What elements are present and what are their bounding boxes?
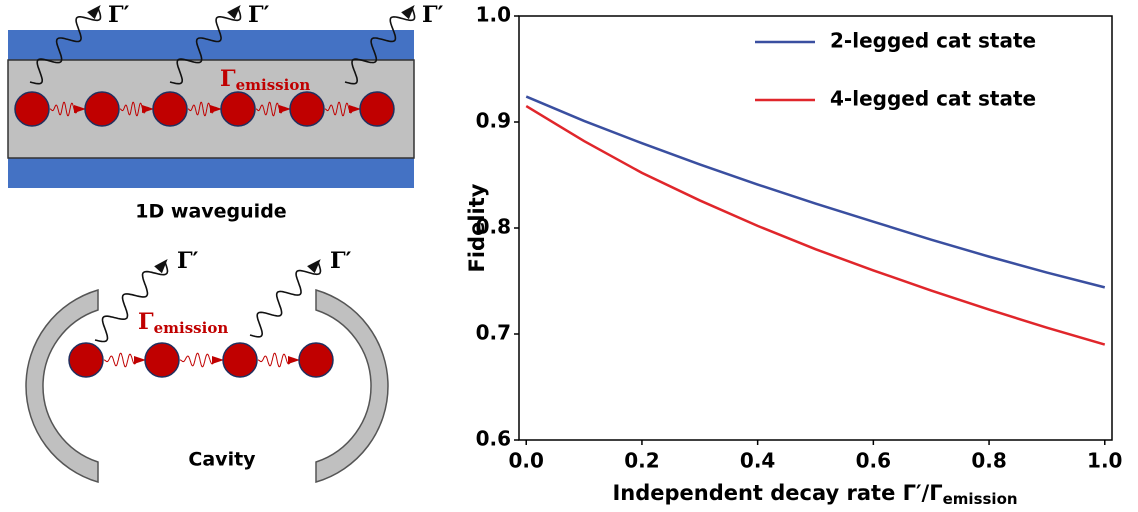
- emission-subscript: emission: [154, 319, 229, 337]
- series-line: [525, 95, 1106, 289]
- x-tick-label: 1.0: [1087, 449, 1122, 473]
- cavity-caption: Cavity: [188, 449, 256, 471]
- arrowhead: [154, 259, 168, 274]
- decay-label: Γ′: [330, 248, 352, 274]
- arrowhead: [227, 5, 241, 20]
- emission-symbol: Γ: [138, 309, 154, 335]
- decay-label: Γ′: [177, 248, 199, 274]
- x-tick-label: 0.4: [740, 449, 775, 473]
- atom: [359, 91, 395, 127]
- atom: [289, 91, 325, 127]
- x-tick-label: 0.6: [856, 449, 891, 473]
- arrowhead: [142, 105, 154, 113]
- x-axis-label-subscript: emission: [943, 490, 1018, 508]
- arrowhead: [210, 105, 222, 113]
- arrowhead: [288, 356, 300, 364]
- emission-symbol: Γ: [220, 66, 236, 92]
- cavity-mirror: [315, 288, 389, 484]
- arrowhead: [279, 105, 291, 113]
- arrowhead: [307, 259, 321, 274]
- atom: [14, 91, 50, 127]
- cavity-mirror: [25, 288, 99, 484]
- atom: [144, 342, 180, 378]
- emission-subscript: emission: [236, 76, 311, 94]
- emission-label: Γemission: [138, 309, 228, 337]
- arrowhead: [401, 5, 415, 20]
- y-axis-label: Fidelity: [465, 183, 489, 272]
- y-tick-label: 0.8: [476, 215, 511, 239]
- atom: [84, 91, 120, 127]
- atom: [152, 91, 188, 127]
- decay-label: Γ′: [248, 2, 270, 28]
- wiggle: [94, 261, 169, 343]
- atom: [222, 342, 258, 378]
- arrowhead: [74, 105, 86, 113]
- emission-label: Γemission: [220, 66, 310, 94]
- wiggle: [169, 7, 242, 85]
- x-tick-label: 0.8: [971, 449, 1006, 473]
- x-tick-label: 0.2: [624, 449, 659, 473]
- legend-label: 2-legged cat state: [830, 29, 1036, 53]
- arrowhead: [212, 356, 224, 364]
- atom: [68, 342, 104, 378]
- y-tick-label: 0.7: [476, 321, 511, 345]
- x-axis-label: Independent decay rate Γ′/Γemission: [612, 481, 1017, 508]
- decay-label: Γ′: [422, 2, 444, 28]
- plot-frame: [518, 15, 1113, 441]
- arrowhead: [349, 105, 361, 113]
- waveguide-caption: 1D waveguide: [135, 201, 286, 223]
- x-axis-label-main: Independent decay rate Γ′/Γ: [612, 481, 942, 505]
- y-tick-label: 0.9: [476, 109, 511, 133]
- wiggle: [249, 261, 322, 338]
- atom: [220, 91, 256, 127]
- x-tick-label: 0.0: [509, 449, 544, 473]
- y-tick-label: 0.6: [476, 427, 511, 451]
- atom: [298, 342, 334, 378]
- arrowhead: [134, 356, 146, 364]
- series-line: [525, 105, 1106, 346]
- y-tick-label: 1.0: [476, 3, 511, 27]
- wiggle: [29, 7, 102, 85]
- legend-label: 4-legged cat state: [830, 87, 1036, 111]
- decay-label: Γ′: [108, 2, 130, 28]
- arrowhead: [87, 5, 101, 20]
- wiggle: [344, 7, 416, 85]
